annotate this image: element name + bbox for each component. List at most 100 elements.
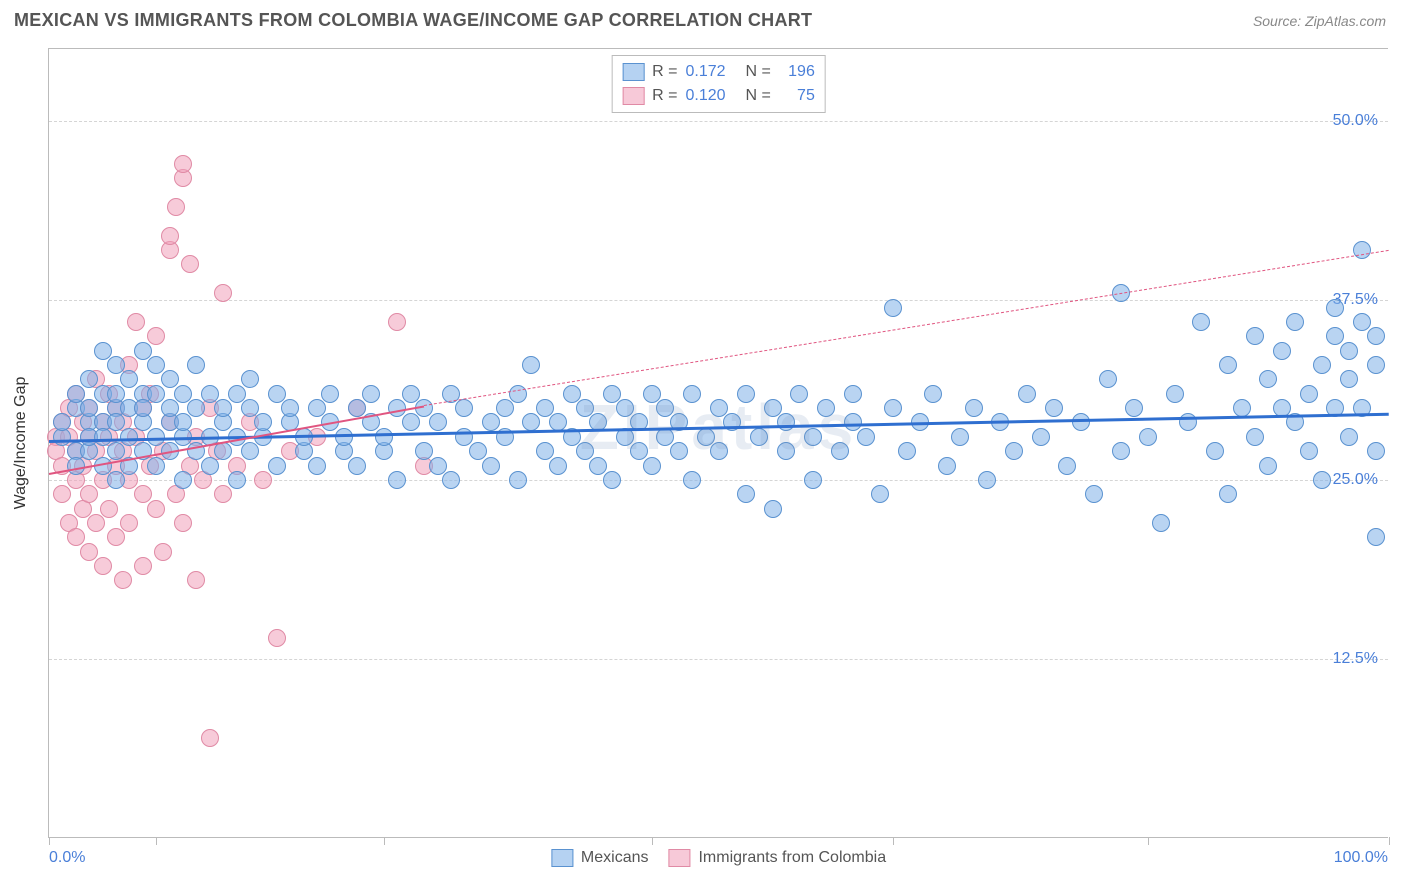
scatter-point [80, 543, 98, 561]
scatter-point [174, 514, 192, 532]
scatter-point [898, 442, 916, 460]
scatter-point [281, 399, 299, 417]
scatter-point [804, 471, 822, 489]
correlation-legend: R =0.172N =196R =0.120N =75 [611, 55, 826, 113]
scatter-point [576, 442, 594, 460]
scatter-point [67, 457, 85, 475]
scatter-point [53, 413, 71, 431]
scatter-point [1219, 485, 1237, 503]
scatter-point [174, 155, 192, 173]
legend-n-label: N = [746, 63, 771, 81]
scatter-point [1367, 528, 1385, 546]
scatter-point [1206, 442, 1224, 460]
scatter-point [107, 471, 125, 489]
scatter-point [1045, 399, 1063, 417]
scatter-point [857, 428, 875, 446]
x-tick [156, 837, 157, 845]
scatter-point [80, 370, 98, 388]
scatter-point [187, 356, 205, 374]
scatter-point [94, 342, 112, 360]
scatter-point [737, 485, 755, 503]
legend-r-value: 0.172 [686, 63, 738, 81]
scatter-point [844, 413, 862, 431]
scatter-point [1300, 442, 1318, 460]
scatter-point [536, 442, 554, 460]
scatter-point [831, 442, 849, 460]
scatter-point [80, 485, 98, 503]
scatter-point [388, 471, 406, 489]
scatter-point [114, 571, 132, 589]
scatter-point [375, 428, 393, 446]
scatter-point [509, 385, 527, 403]
scatter-point [482, 413, 500, 431]
scatter-point [94, 428, 112, 446]
gridline [49, 121, 1388, 122]
scatter-point [187, 571, 205, 589]
scatter-point [254, 471, 272, 489]
scatter-point [87, 514, 105, 532]
scatter-point [174, 385, 192, 403]
scatter-point [1058, 457, 1076, 475]
scatter-point [1259, 370, 1277, 388]
scatter-point [80, 399, 98, 417]
scatter-point [844, 385, 862, 403]
scatter-point [120, 428, 138, 446]
scatter-point [683, 385, 701, 403]
scatter-point [174, 471, 192, 489]
scatter-point [1340, 370, 1358, 388]
legend-r-value: 0.120 [686, 87, 738, 105]
scatter-point [1300, 385, 1318, 403]
scatter-point [536, 399, 554, 417]
scatter-point [697, 428, 715, 446]
legend-row: R =0.172N =196 [622, 60, 815, 84]
scatter-point [1085, 485, 1103, 503]
legend-series-label: Mexicans [581, 849, 649, 867]
scatter-point [777, 413, 795, 431]
scatter-point [1233, 399, 1251, 417]
scatter-point [214, 485, 232, 503]
scatter-point [308, 457, 326, 475]
scatter-point [965, 399, 983, 417]
scatter-point [496, 399, 514, 417]
scatter-point [134, 342, 152, 360]
scatter-point [1353, 241, 1371, 259]
legend-item: Immigrants from Colombia [668, 849, 886, 867]
scatter-point [1367, 327, 1385, 345]
scatter-point [1313, 471, 1331, 489]
scatter-point [429, 413, 447, 431]
scatter-point [750, 428, 768, 446]
scatter-point [321, 385, 339, 403]
scatter-point [187, 399, 205, 417]
scatter-point [1313, 356, 1331, 374]
legend-swatch [622, 63, 644, 81]
scatter-point [924, 385, 942, 403]
scatter-point [603, 385, 621, 403]
scatter-point [643, 457, 661, 475]
legend-series-label: Immigrants from Colombia [698, 849, 886, 867]
scatter-point [402, 413, 420, 431]
scatter-point [67, 385, 85, 403]
scatter-point [161, 227, 179, 245]
y-tick-label: 50.0% [1333, 112, 1378, 130]
scatter-point [214, 284, 232, 302]
x-tick [652, 837, 653, 845]
scatter-point [1326, 299, 1344, 317]
legend-swatch [668, 849, 690, 867]
scatter-point [482, 457, 500, 475]
scatter-point [388, 313, 406, 331]
legend-n-value: 196 [779, 63, 815, 81]
scatter-point [201, 729, 219, 747]
scatter-point [1005, 442, 1023, 460]
scatter-point [817, 399, 835, 417]
scatter-point [777, 442, 795, 460]
scatter-point [1259, 457, 1277, 475]
scatter-point [469, 442, 487, 460]
scatter-point [710, 442, 728, 460]
gridline [49, 659, 1388, 660]
scatter-point [1326, 327, 1344, 345]
scatter-point [1286, 313, 1304, 331]
x-axis-max-label: 100.0% [1334, 849, 1388, 867]
scatter-point [589, 457, 607, 475]
scatter-point [161, 370, 179, 388]
scatter-point [67, 528, 85, 546]
